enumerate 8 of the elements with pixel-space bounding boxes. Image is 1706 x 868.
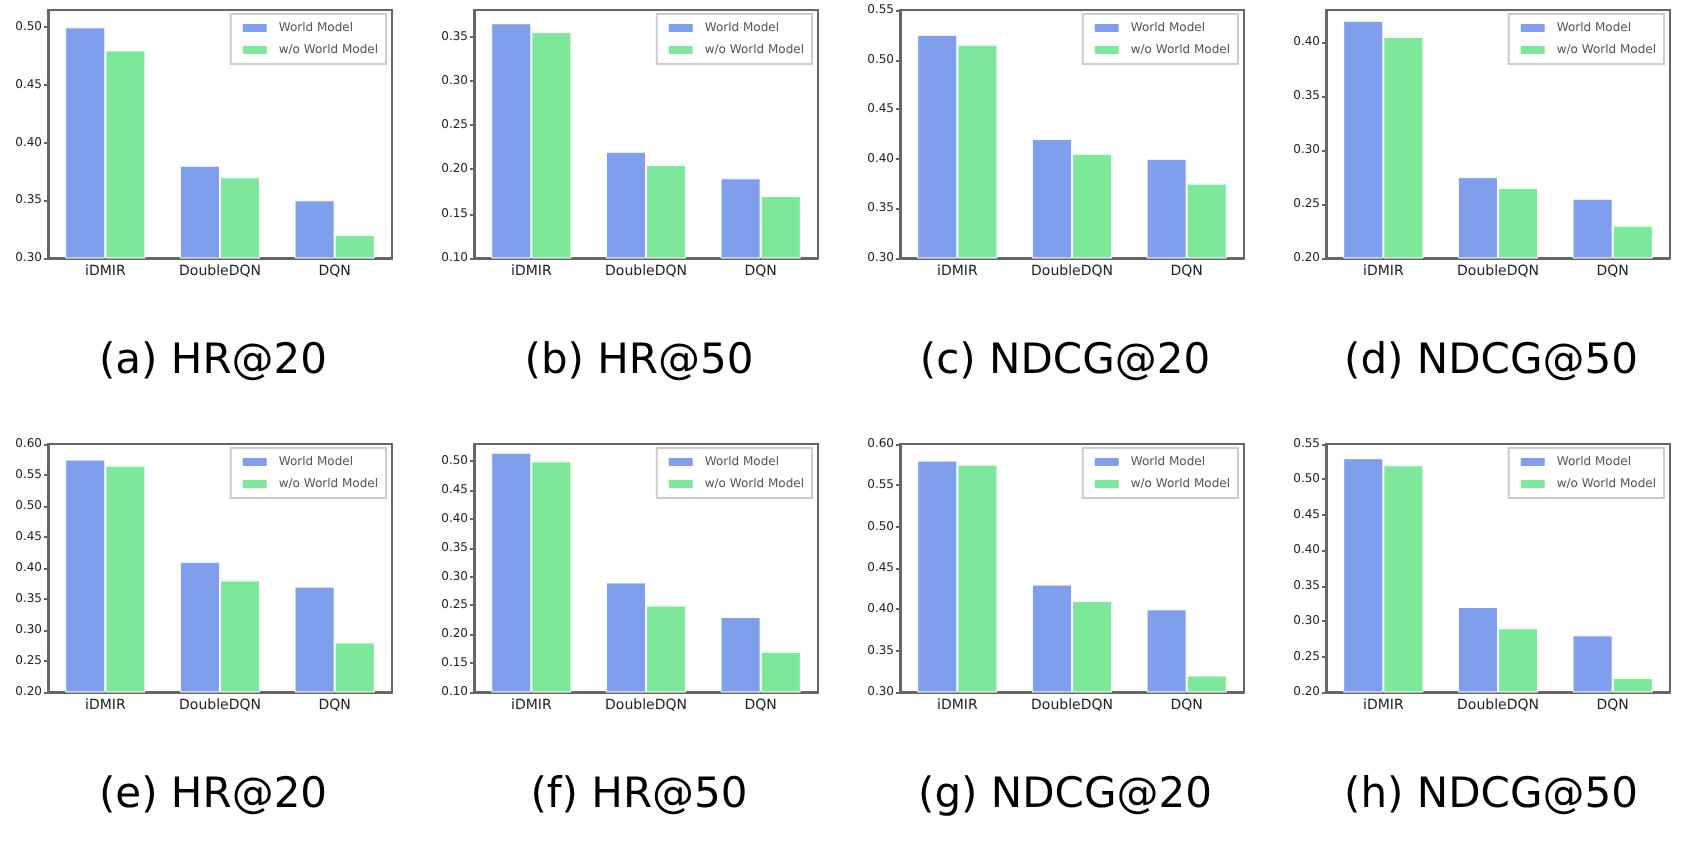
- text: (e) HR@20: [98, 769, 328, 817]
- text: (b) HR@50: [524, 335, 754, 383]
- text: (c) NDCG@20: [919, 335, 1211, 383]
- text: (f) HR@50: [530, 769, 748, 817]
- text: (a) HR@20: [98, 335, 328, 383]
- text: (h) NDCG@50: [1344, 769, 1638, 817]
- text: (d) NDCG@50: [1344, 335, 1638, 383]
- text: (g) NDCG@20: [918, 769, 1212, 817]
